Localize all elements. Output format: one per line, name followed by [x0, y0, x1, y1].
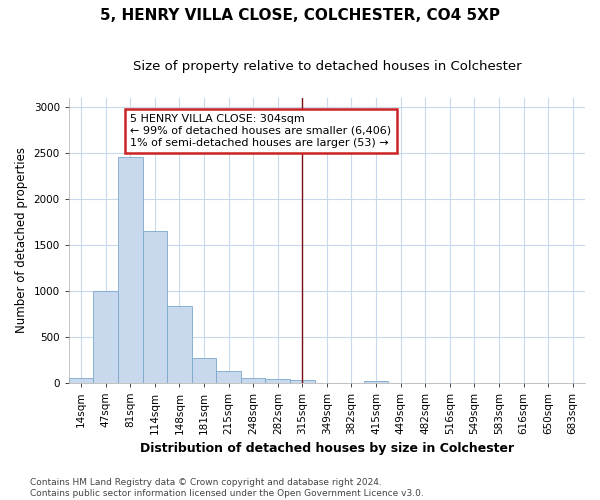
- X-axis label: Distribution of detached houses by size in Colchester: Distribution of detached houses by size …: [140, 442, 514, 455]
- Bar: [265, 380, 290, 382]
- Title: Size of property relative to detached houses in Colchester: Size of property relative to detached ho…: [133, 60, 521, 73]
- Bar: [69, 378, 94, 382]
- Bar: [192, 358, 217, 382]
- Bar: [241, 378, 265, 382]
- Y-axis label: Number of detached properties: Number of detached properties: [15, 147, 28, 333]
- Text: 5, HENRY VILLA CLOSE, COLCHESTER, CO4 5XP: 5, HENRY VILLA CLOSE, COLCHESTER, CO4 5X…: [100, 8, 500, 22]
- Bar: [290, 380, 314, 382]
- Text: Contains HM Land Registry data © Crown copyright and database right 2024.
Contai: Contains HM Land Registry data © Crown c…: [30, 478, 424, 498]
- Bar: [143, 231, 167, 382]
- Bar: [94, 290, 118, 382]
- Bar: [167, 306, 192, 382]
- Bar: [364, 380, 388, 382]
- Bar: [217, 370, 241, 382]
- Text: 5 HENRY VILLA CLOSE: 304sqm
← 99% of detached houses are smaller (6,406)
1% of s: 5 HENRY VILLA CLOSE: 304sqm ← 99% of det…: [130, 114, 391, 148]
- Bar: [118, 156, 143, 382]
